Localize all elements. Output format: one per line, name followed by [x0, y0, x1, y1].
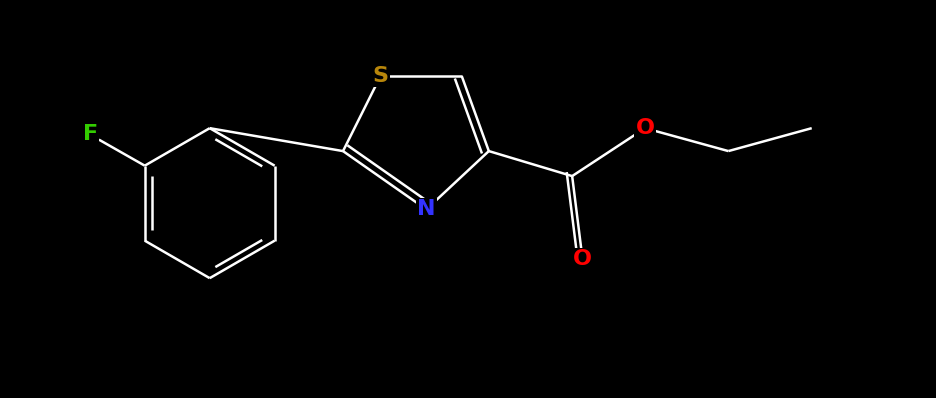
Text: N: N — [417, 199, 435, 219]
Text: O: O — [573, 250, 592, 269]
Text: O: O — [636, 118, 654, 138]
Text: F: F — [83, 125, 98, 144]
Text: S: S — [373, 66, 388, 86]
